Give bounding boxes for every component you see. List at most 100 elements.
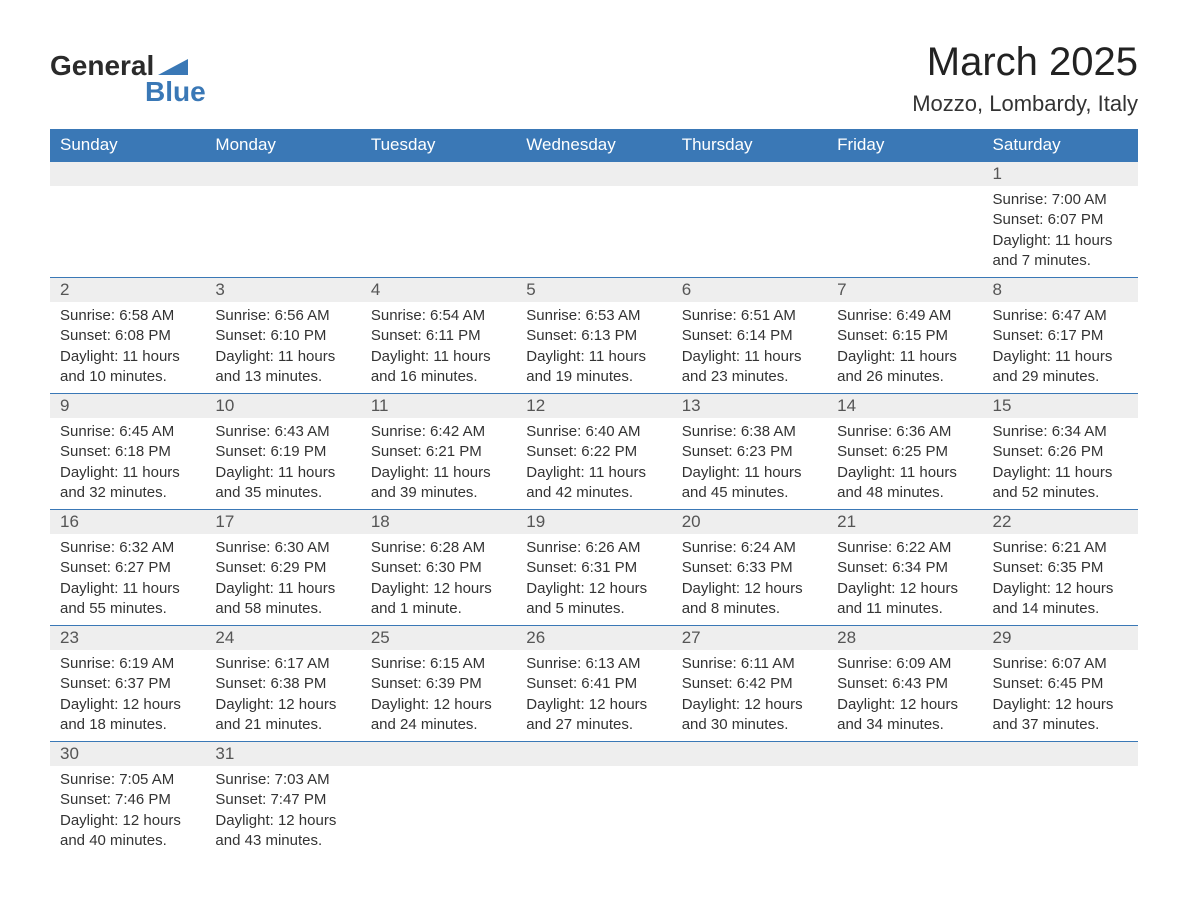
month-title: March 2025 xyxy=(912,40,1138,85)
day-number xyxy=(827,162,982,186)
sunset-line: Sunset: 6:13 PM xyxy=(526,326,661,346)
sunrise-line: Sunrise: 6:28 AM xyxy=(371,538,506,558)
calendar-day-cell: 1Sunrise: 7:00 AMSunset: 6:07 PMDaylight… xyxy=(983,162,1138,278)
day-details: Sunrise: 6:21 AMSunset: 6:35 PMDaylight:… xyxy=(983,534,1138,625)
day-details: Sunrise: 6:30 AMSunset: 6:29 PMDaylight:… xyxy=(205,534,360,625)
day-details: Sunrise: 6:58 AMSunset: 6:08 PMDaylight:… xyxy=(50,302,205,393)
day-number xyxy=(672,742,827,766)
daylight-line: Daylight: 12 hours and 30 minutes. xyxy=(682,695,817,736)
day-number xyxy=(50,162,205,186)
day-details: Sunrise: 6:24 AMSunset: 6:33 PMDaylight:… xyxy=(672,534,827,625)
daylight-line: Daylight: 11 hours and 13 minutes. xyxy=(215,347,350,388)
calendar-day-cell: 13Sunrise: 6:38 AMSunset: 6:23 PMDayligh… xyxy=(672,394,827,510)
sunset-line: Sunset: 6:43 PM xyxy=(837,674,972,694)
day-details: Sunrise: 6:49 AMSunset: 6:15 PMDaylight:… xyxy=(827,302,982,393)
calendar-day-cell: 20Sunrise: 6:24 AMSunset: 6:33 PMDayligh… xyxy=(672,510,827,626)
sunset-line: Sunset: 6:21 PM xyxy=(371,442,506,462)
day-number: 4 xyxy=(361,278,516,302)
day-number: 28 xyxy=(827,626,982,650)
day-number: 12 xyxy=(516,394,671,418)
day-number: 11 xyxy=(361,394,516,418)
calendar-day-cell xyxy=(50,162,205,278)
sunset-line: Sunset: 6:22 PM xyxy=(526,442,661,462)
calendar-day-cell: 19Sunrise: 6:26 AMSunset: 6:31 PMDayligh… xyxy=(516,510,671,626)
weekday-header: Thursday xyxy=(672,129,827,162)
calendar-day-cell: 26Sunrise: 6:13 AMSunset: 6:41 PMDayligh… xyxy=(516,626,671,742)
calendar-day-cell: 24Sunrise: 6:17 AMSunset: 6:38 PMDayligh… xyxy=(205,626,360,742)
day-number: 13 xyxy=(672,394,827,418)
day-details: Sunrise: 6:38 AMSunset: 6:23 PMDaylight:… xyxy=(672,418,827,509)
day-number: 18 xyxy=(361,510,516,534)
sunset-line: Sunset: 6:23 PM xyxy=(682,442,817,462)
sunrise-line: Sunrise: 6:40 AM xyxy=(526,422,661,442)
day-details: Sunrise: 6:11 AMSunset: 6:42 PMDaylight:… xyxy=(672,650,827,741)
weekday-header: Friday xyxy=(827,129,982,162)
day-details xyxy=(361,186,516,256)
daylight-line: Daylight: 11 hours and 16 minutes. xyxy=(371,347,506,388)
daylight-line: Daylight: 12 hours and 24 minutes. xyxy=(371,695,506,736)
day-number: 17 xyxy=(205,510,360,534)
day-details: Sunrise: 6:17 AMSunset: 6:38 PMDaylight:… xyxy=(205,650,360,741)
sunrise-line: Sunrise: 6:22 AM xyxy=(837,538,972,558)
sunset-line: Sunset: 6:37 PM xyxy=(60,674,195,694)
day-details xyxy=(827,766,982,836)
day-details: Sunrise: 6:07 AMSunset: 6:45 PMDaylight:… xyxy=(983,650,1138,741)
calendar-day-cell: 6Sunrise: 6:51 AMSunset: 6:14 PMDaylight… xyxy=(672,278,827,394)
sunset-line: Sunset: 6:27 PM xyxy=(60,558,195,578)
calendar-day-cell xyxy=(672,162,827,278)
sunrise-line: Sunrise: 6:43 AM xyxy=(215,422,350,442)
calendar-day-cell xyxy=(827,742,982,858)
sunrise-line: Sunrise: 6:51 AM xyxy=(682,306,817,326)
daylight-line: Daylight: 12 hours and 5 minutes. xyxy=(526,579,661,620)
calendar-day-cell xyxy=(516,162,671,278)
calendar-day-cell xyxy=(361,742,516,858)
daylight-line: Daylight: 12 hours and 34 minutes. xyxy=(837,695,972,736)
calendar-day-cell: 30Sunrise: 7:05 AMSunset: 7:46 PMDayligh… xyxy=(50,742,205,858)
day-number xyxy=(361,742,516,766)
sunset-line: Sunset: 6:26 PM xyxy=(993,442,1128,462)
day-number xyxy=(361,162,516,186)
sunrise-line: Sunrise: 6:19 AM xyxy=(60,654,195,674)
calendar-day-cell: 17Sunrise: 6:30 AMSunset: 6:29 PMDayligh… xyxy=(205,510,360,626)
calendar-day-cell xyxy=(983,742,1138,858)
daylight-line: Daylight: 11 hours and 58 minutes. xyxy=(215,579,350,620)
sunrise-line: Sunrise: 6:32 AM xyxy=(60,538,195,558)
daylight-line: Daylight: 11 hours and 39 minutes. xyxy=(371,463,506,504)
day-number: 24 xyxy=(205,626,360,650)
daylight-line: Daylight: 11 hours and 29 minutes. xyxy=(993,347,1128,388)
day-details: Sunrise: 6:22 AMSunset: 6:34 PMDaylight:… xyxy=(827,534,982,625)
sunrise-line: Sunrise: 6:49 AM xyxy=(837,306,972,326)
day-number: 21 xyxy=(827,510,982,534)
day-number: 15 xyxy=(983,394,1138,418)
day-number: 16 xyxy=(50,510,205,534)
daylight-line: Daylight: 12 hours and 40 minutes. xyxy=(60,811,195,852)
day-details: Sunrise: 7:00 AMSunset: 6:07 PMDaylight:… xyxy=(983,186,1138,277)
day-number xyxy=(827,742,982,766)
day-details: Sunrise: 6:36 AMSunset: 6:25 PMDaylight:… xyxy=(827,418,982,509)
calendar-day-cell: 25Sunrise: 6:15 AMSunset: 6:39 PMDayligh… xyxy=(361,626,516,742)
sunset-line: Sunset: 6:33 PM xyxy=(682,558,817,578)
daylight-line: Daylight: 11 hours and 19 minutes. xyxy=(526,347,661,388)
sunset-line: Sunset: 6:45 PM xyxy=(993,674,1128,694)
day-details xyxy=(827,186,982,256)
calendar-day-cell: 18Sunrise: 6:28 AMSunset: 6:30 PMDayligh… xyxy=(361,510,516,626)
sunrise-line: Sunrise: 7:00 AM xyxy=(993,190,1128,210)
daylight-line: Daylight: 12 hours and 18 minutes. xyxy=(60,695,195,736)
logo: General Blue xyxy=(50,50,206,108)
day-details: Sunrise: 6:40 AMSunset: 6:22 PMDaylight:… xyxy=(516,418,671,509)
day-details xyxy=(361,766,516,836)
day-number: 22 xyxy=(983,510,1138,534)
sunrise-line: Sunrise: 6:15 AM xyxy=(371,654,506,674)
day-details: Sunrise: 6:32 AMSunset: 6:27 PMDaylight:… xyxy=(50,534,205,625)
daylight-line: Daylight: 12 hours and 27 minutes. xyxy=(526,695,661,736)
calendar-day-cell: 12Sunrise: 6:40 AMSunset: 6:22 PMDayligh… xyxy=(516,394,671,510)
sunset-line: Sunset: 6:17 PM xyxy=(993,326,1128,346)
sunrise-line: Sunrise: 6:17 AM xyxy=(215,654,350,674)
day-details xyxy=(50,186,205,256)
day-number xyxy=(516,162,671,186)
location: Mozzo, Lombardy, Italy xyxy=(912,91,1138,117)
sunset-line: Sunset: 6:14 PM xyxy=(682,326,817,346)
sunset-line: Sunset: 6:42 PM xyxy=(682,674,817,694)
sunrise-line: Sunrise: 6:42 AM xyxy=(371,422,506,442)
sunrise-line: Sunrise: 6:13 AM xyxy=(526,654,661,674)
